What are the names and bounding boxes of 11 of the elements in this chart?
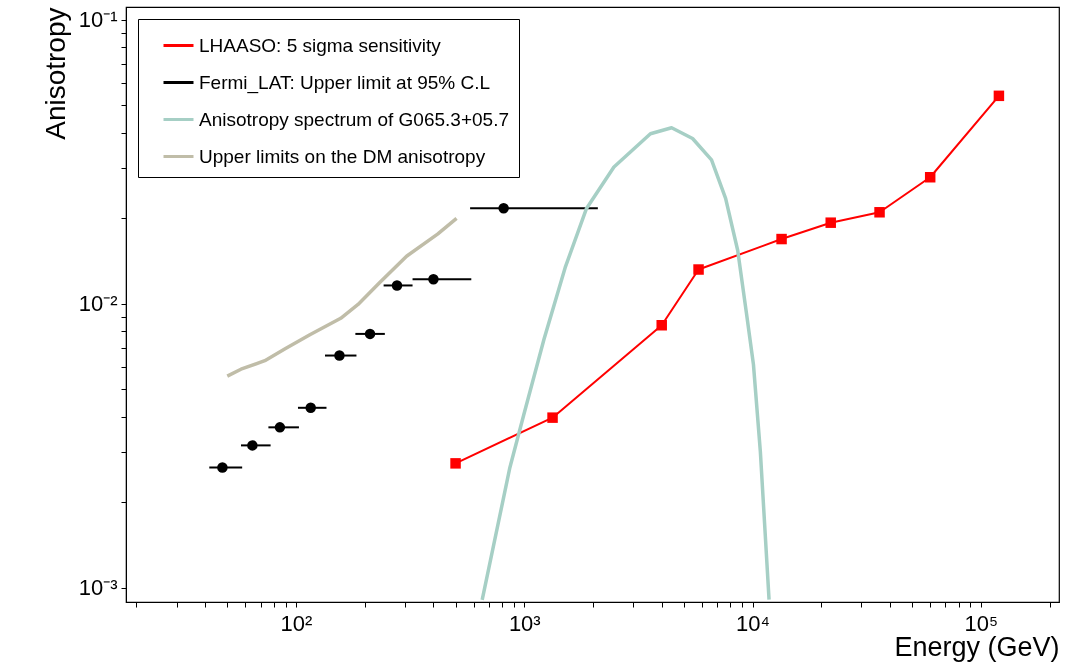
x-tick-label: 10³ — [508, 610, 541, 636]
y-tick-label: 10⁻³ — [78, 575, 118, 601]
legend-label: Fermi_LAT: Upper limit at 95% C.L — [199, 71, 491, 94]
y-tick-label: 10⁻² — [78, 291, 118, 317]
legend-label: Upper limits on the DM anisotropy — [199, 145, 486, 167]
y-axis-title: Anisotropy — [39, 7, 71, 140]
y-tick-label: 10⁻¹ — [78, 7, 118, 33]
x-tick-label: 10² — [280, 610, 313, 636]
x-tick-label: 10⁴ — [736, 610, 771, 636]
legend-label: Anisotropy spectrum of G065.3+05.7 — [199, 108, 509, 130]
legend-label: LHAASO: 5 sigma sensitivity — [199, 34, 442, 56]
